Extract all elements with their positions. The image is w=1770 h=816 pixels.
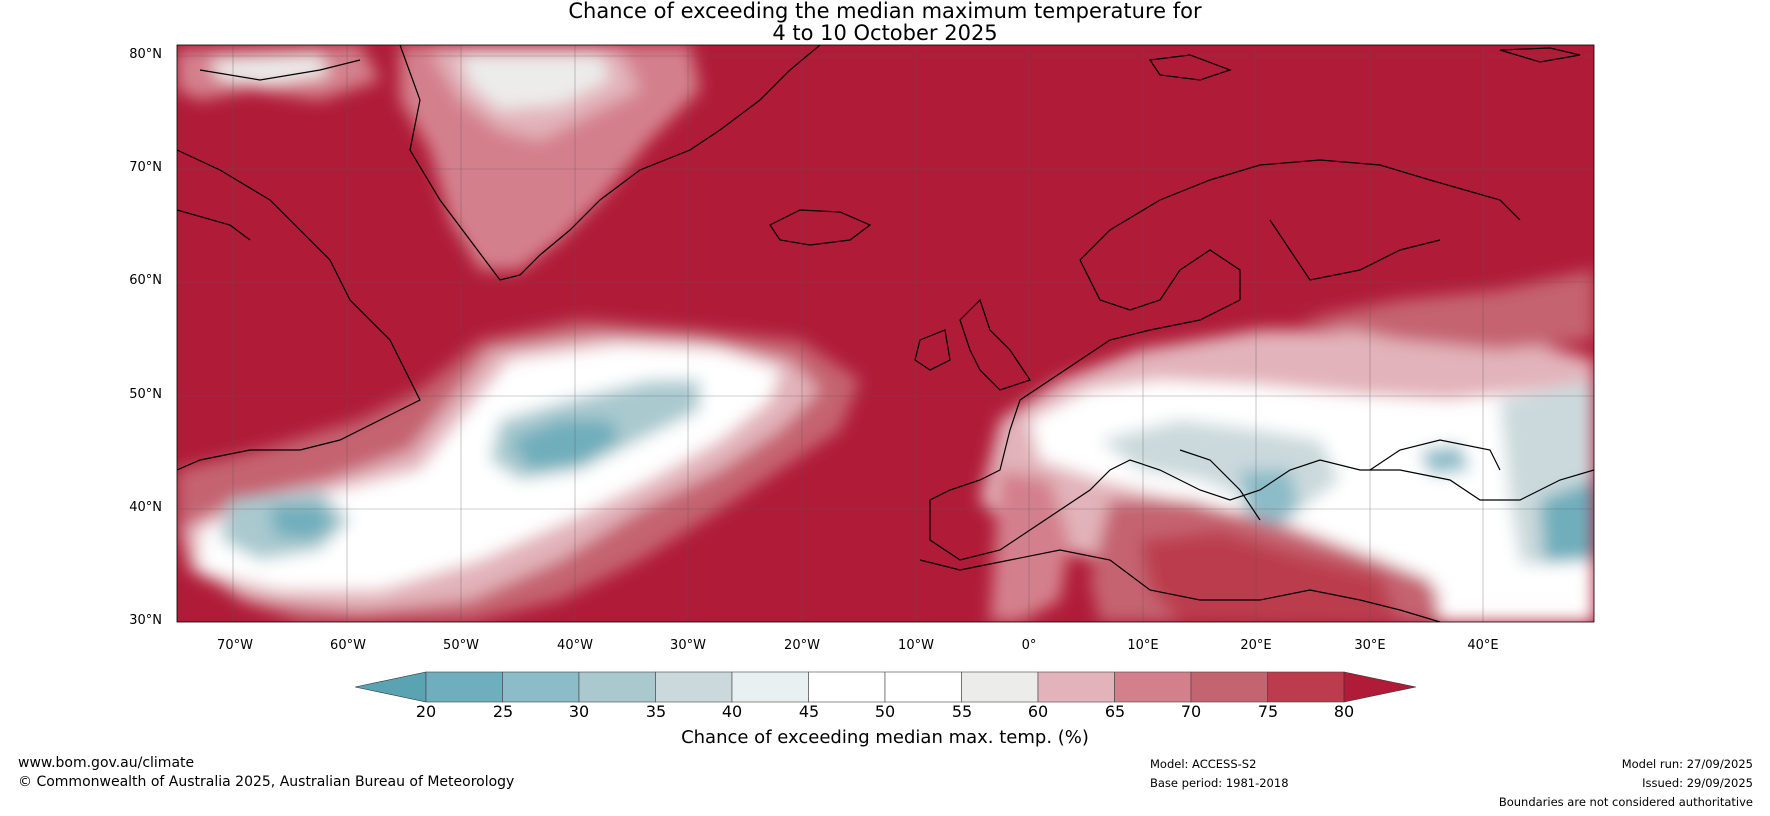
lon-label-40e: 40°E — [1467, 638, 1499, 653]
lat-label-30n: 30°N — [129, 613, 162, 628]
lon-label-30w: 30°W — [670, 638, 706, 653]
lon-label-30e: 30°E — [1354, 638, 1386, 653]
colorbar-swatch — [1114, 671, 1192, 703]
lat-label-50n: 50°N — [129, 387, 162, 402]
colorbar-swatch — [655, 671, 733, 703]
colorbar-swatch — [578, 671, 656, 703]
colorbar-swatch — [502, 671, 580, 703]
lat-label-70n: 70°N — [129, 160, 162, 175]
colorbar-tick-65: 65 — [1104, 702, 1126, 721]
colorbar-swatch — [731, 671, 809, 703]
colorbar-tick-60: 60 — [1027, 702, 1049, 721]
base-period-label: Base period: 1981-2018 — [1150, 776, 1289, 790]
colorbar-label: Chance of exceeding median max. temp. (%… — [681, 727, 1089, 748]
colorbar-tick-50: 50 — [874, 702, 896, 721]
lon-label-20e: 20°E — [1240, 638, 1272, 653]
map-title-line2: 4 to 10 October 2025 — [772, 21, 998, 45]
colorbar-swatch — [884, 671, 962, 703]
colorbar-tick-45: 45 — [798, 702, 820, 721]
colorbar-tick-75: 75 — [1257, 702, 1279, 721]
map-frame — [176, 44, 1595, 623]
colorbar-tick-25: 25 — [492, 702, 514, 721]
colorbar-swatch — [425, 671, 503, 703]
colorbar-tick-55: 55 — [951, 702, 973, 721]
website-link[interactable]: www.bom.gov.au/climate — [18, 755, 195, 771]
issued-label: Issued: 29/09/2025 — [1642, 776, 1753, 790]
lon-label-70w: 70°W — [217, 638, 253, 653]
lon-label-0: 0° — [1021, 638, 1037, 653]
colorbar-extend-high — [1343, 671, 1417, 703]
colorbar-tick-70: 70 — [1180, 702, 1202, 721]
model-run-label: Model run: 27/09/2025 — [1621, 757, 1753, 771]
colorbar-tick-30: 30 — [568, 702, 590, 721]
colorbar-tick-80: 80 — [1333, 702, 1355, 721]
lat-label-60n: 60°N — [129, 273, 162, 288]
map-title-line1: Chance of exceeding the median maximum t… — [568, 0, 1202, 23]
lon-label-10w: 10°W — [898, 638, 934, 653]
colorbar-swatch — [1037, 671, 1115, 703]
colorbar-extend-low — [354, 671, 427, 703]
lon-label-10e: 10°E — [1127, 638, 1159, 653]
lon-label-50w: 50°W — [443, 638, 479, 653]
graticule — [177, 45, 1594, 622]
lon-label-20w: 20°W — [784, 638, 820, 653]
disclaimer-text: Boundaries are not considered authoritat… — [1498, 795, 1753, 809]
lon-label-60w: 60°W — [330, 638, 366, 653]
model-label: Model: ACCESS-S2 — [1150, 757, 1257, 771]
lat-label-40n: 40°N — [129, 500, 162, 515]
colorbar — [354, 671, 1417, 703]
colorbar-swatch — [808, 671, 886, 703]
colorbar-tick-20: 20 — [415, 702, 437, 721]
lon-label-40w: 40°W — [557, 638, 593, 653]
colorbar-swatch — [1267, 671, 1345, 703]
lat-label-80n: 80°N — [129, 47, 162, 62]
colorbar-tick-40: 40 — [721, 702, 743, 721]
colorbar-tick-35: 35 — [645, 702, 667, 721]
colorbar-swatch — [961, 671, 1039, 703]
coastlines — [177, 45, 1594, 622]
copyright-text: © Commonwealth of Australia 2025, Austra… — [18, 774, 515, 790]
colorbar-swatch — [1190, 671, 1268, 703]
forecast-field — [177, 45, 1594, 622]
